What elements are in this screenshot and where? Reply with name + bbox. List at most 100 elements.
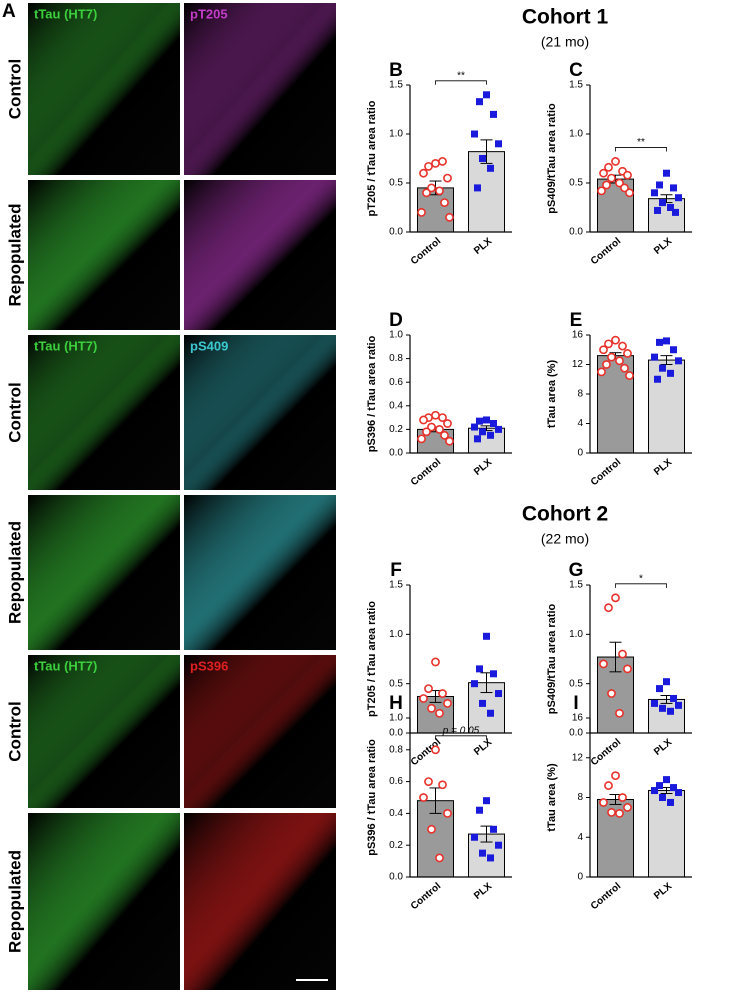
bar — [648, 790, 685, 878]
micrograph — [28, 3, 180, 175]
data-point — [424, 161, 433, 171]
data-point — [599, 168, 608, 178]
data-point — [476, 417, 483, 425]
cohort-subtitle: (22 mo) — [541, 531, 589, 547]
data-point — [615, 178, 624, 188]
x-tick-label: Control — [589, 737, 623, 768]
row-label: Repopulated — [5, 204, 24, 307]
x-tick-label: Control — [409, 881, 443, 912]
cohort-title: Cohort 1 — [522, 6, 609, 29]
y-tick-label: 0.8 — [389, 353, 403, 364]
y-tick-label: 0.6 — [389, 377, 403, 388]
data-point — [607, 689, 616, 698]
y-tick-label: 4 — [577, 418, 583, 429]
y-tick-label: 0.0 — [389, 227, 403, 238]
data-point — [620, 363, 629, 373]
row-label: Repopulated — [5, 521, 24, 624]
data-point — [607, 173, 616, 183]
data-point — [670, 184, 677, 192]
data-point — [611, 157, 620, 166]
data-point — [604, 781, 613, 790]
data-point — [611, 771, 620, 781]
y-tick-label: 4 — [577, 832, 583, 843]
row-label: Control — [5, 59, 24, 119]
channel-label: tTau (HT7) — [34, 658, 97, 673]
data-point — [618, 649, 627, 659]
data-point — [615, 356, 624, 366]
data-point — [602, 360, 611, 369]
data-point — [675, 194, 682, 202]
data-point — [670, 694, 677, 702]
data-point — [602, 180, 611, 190]
data-point — [424, 777, 433, 786]
data-point — [625, 371, 634, 380]
data-point — [663, 169, 670, 177]
data-point — [611, 335, 620, 345]
data-point — [435, 708, 444, 718]
y-tick-label: 0.0 — [389, 872, 403, 883]
y-tick-label: 0.8 — [389, 744, 403, 755]
y-tick-label: 1.0 — [389, 129, 403, 140]
data-point — [471, 130, 478, 138]
y-tick-label: 0.0 — [569, 728, 583, 739]
channel-label: tTau (HT7) — [34, 6, 97, 21]
data-point — [656, 782, 663, 790]
x-tick-label: PLX — [472, 457, 494, 478]
data-point — [443, 419, 452, 428]
bar — [648, 198, 685, 233]
data-point — [656, 685, 663, 693]
panel-letter: D — [389, 310, 403, 331]
data-point — [659, 364, 666, 372]
channel-label: tTau (HT7) — [34, 338, 97, 353]
y-axis-title: pT205 / tTau area ratio — [366, 100, 378, 216]
data-point — [431, 657, 440, 667]
data-point — [471, 833, 478, 841]
y-tick-label: 1.5 — [569, 580, 583, 591]
data-point — [476, 98, 483, 106]
data-point — [651, 189, 658, 197]
y-tick-label: 12 — [572, 359, 584, 370]
data-point — [607, 808, 616, 817]
data-point — [419, 168, 428, 178]
micrograph — [184, 3, 336, 175]
data-point — [672, 208, 679, 216]
data-point — [490, 420, 497, 427]
significance-label: p = 0.05 — [442, 725, 480, 736]
data-point — [495, 425, 502, 433]
channel-label: pS409 — [190, 338, 228, 353]
data-point — [659, 199, 666, 207]
significance-bracket — [435, 80, 487, 85]
y-axis-title: pS396 / tTau area ratio — [366, 335, 378, 452]
data-point — [656, 338, 663, 346]
data-point — [443, 809, 452, 818]
data-point — [474, 184, 481, 192]
data-point — [656, 181, 663, 189]
data-point — [615, 809, 624, 818]
data-point — [620, 183, 629, 193]
data-point — [651, 699, 658, 707]
data-point — [419, 415, 428, 425]
data-point — [618, 341, 627, 351]
data-point — [417, 207, 426, 217]
y-tick-label: 16 — [572, 330, 584, 341]
data-point — [604, 162, 613, 172]
y-tick-label: 1.5 — [389, 580, 403, 591]
y-tick-label: 8 — [577, 389, 583, 400]
data-point — [471, 680, 478, 688]
data-point — [479, 699, 486, 707]
row-label: Control — [5, 382, 24, 442]
data-point — [476, 806, 483, 814]
data-point — [422, 188, 431, 198]
row-label: Control — [5, 701, 24, 761]
channel-label: pS396 — [190, 658, 228, 673]
x-tick-label: PLX — [472, 236, 494, 257]
channel-label: pT205 — [190, 6, 228, 21]
panel-letter: F — [390, 560, 402, 581]
data-point — [474, 435, 481, 443]
data-point — [476, 665, 483, 673]
data-point — [440, 430, 449, 440]
micrograph — [28, 813, 180, 990]
data-point — [667, 204, 674, 211]
row-label: Repopulated — [5, 850, 24, 953]
panel-letter: E — [570, 310, 583, 331]
